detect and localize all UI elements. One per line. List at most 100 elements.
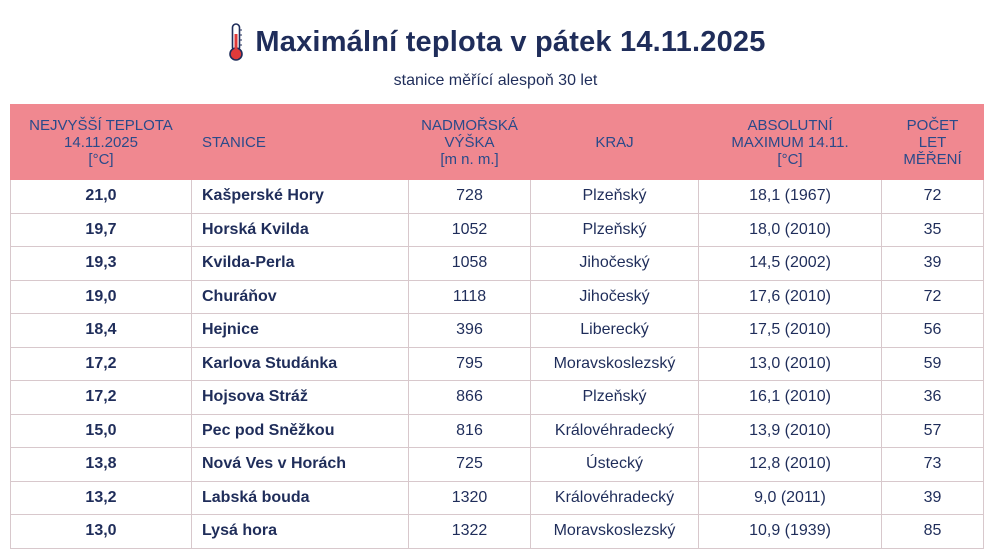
cell-years-measured: 57: [881, 413, 984, 448]
cell-absolute-max: 18,0 (2010): [698, 212, 882, 247]
cell-years-measured: 73: [881, 447, 984, 482]
table-header-row: NEJVYŠŠÍ TEPLOTA 14.11.2025 [°C] STANICE NAD…: [10, 104, 984, 180]
cell-max-temp: 13,2: [10, 480, 192, 515]
cell-absolute-max: 17,6 (2010): [698, 279, 882, 314]
table-row: 13,8 Nová Ves v Horách 725 Ústecký 12,8 (201…: [10, 447, 984, 482]
cell-station: Hojsova Stráž: [191, 380, 409, 415]
cell-altitude: 1052: [408, 212, 531, 247]
thermometer-icon: [225, 22, 247, 62]
cell-station: Lysá hora: [191, 514, 409, 549]
table-row: 19,7 Horská Kvilda 1052 Plzeňský 18,0 (2010)…: [10, 212, 984, 247]
cell-absolute-max: 14,5 (2002): [698, 246, 882, 281]
cell-region: Plzeňský: [530, 212, 699, 247]
cell-altitude: 1058: [408, 246, 531, 281]
column-header-line: 14.11.2025: [64, 133, 138, 151]
column-header-line: [°C]: [777, 150, 803, 168]
cell-absolute-max: 17,5 (2010): [698, 313, 882, 348]
cell-max-temp: 17,2: [10, 380, 192, 415]
table-row: 15,0 Pec pod Sněžkou 816 Královéhradecký 13,…: [10, 413, 984, 448]
cell-station: Labská bouda: [191, 480, 409, 515]
cell-station: Churáňov: [191, 279, 409, 314]
cell-max-temp: 19,7: [10, 212, 192, 247]
page-title: Maximální teplota v pátek 14.11.2025: [255, 25, 766, 58]
column-header-line: ABSOLUTNÍ: [747, 116, 833, 134]
column-header-station: STANICE: [191, 104, 409, 180]
cell-altitude: 728: [408, 179, 531, 214]
cell-absolute-max: 12,8 (2010): [698, 447, 882, 482]
cell-altitude: 795: [408, 346, 531, 381]
cell-years-measured: 72: [881, 279, 984, 314]
cell-region: Královéhradecký: [530, 480, 699, 515]
table-row: 13,2 Labská bouda 1320 Královéhradecký 9,0 (…: [10, 480, 984, 515]
cell-absolute-max: 13,0 (2010): [698, 346, 882, 381]
cell-region: Královéhradecký: [530, 413, 699, 448]
cell-max-temp: 19,3: [10, 246, 192, 281]
cell-max-temp: 17,2: [10, 346, 192, 381]
cell-altitude: 1322: [408, 514, 531, 549]
cell-station: Kašperské Hory: [191, 179, 409, 214]
column-header-line: MAXIMUM 14.11.: [731, 133, 849, 151]
column-header-line: NADMOŘSKÁ: [421, 116, 518, 134]
cell-absolute-max: 9,0 (2011): [698, 480, 882, 515]
page-header: Maximální teplota v pátek 14.11.2025 sta…: [0, 0, 991, 94]
cell-region: Jihočeský: [530, 279, 699, 314]
cell-max-temp: 19,0: [10, 279, 192, 314]
cell-region: Liberecký: [530, 313, 699, 348]
cell-max-temp: 13,8: [10, 447, 192, 482]
column-header-line: VÝŠKA: [444, 133, 495, 151]
cell-absolute-max: 16,1 (2010): [698, 380, 882, 415]
cell-years-measured: 36: [881, 380, 984, 415]
cell-years-measured: 85: [881, 514, 984, 549]
cell-region: Moravskoslezský: [530, 514, 699, 549]
table-row: 13,0 Lysá hora 1322 Moravskoslezský 10,9 (19…: [10, 514, 984, 549]
cell-max-temp: 15,0: [10, 413, 192, 448]
column-header-altitude: NADMOŘSKÁ VÝŠKA [m n. m.]: [408, 104, 531, 180]
cell-region: Plzeňský: [530, 380, 699, 415]
temperature-table-container: NEJVYŠŠÍ TEPLOTA 14.11.2025 [°C] STANICE NAD…: [10, 104, 984, 549]
table-row: 17,2 Karlova Studánka 795 Moravskoslezský 13…: [10, 346, 984, 381]
column-header-line: NEJVYŠŠÍ TEPLOTA: [29, 116, 173, 134]
cell-max-temp: 13,0: [10, 514, 192, 549]
cell-station: Horská Kvilda: [191, 212, 409, 247]
cell-station: Hejnice: [191, 313, 409, 348]
cell-region: Ústecký: [530, 447, 699, 482]
column-header-line: MĚŘENÍ: [903, 150, 962, 168]
page-subtitle: stanice měřící alespoň 30 let: [393, 72, 598, 89]
column-header-region: KRAJ: [530, 104, 699, 180]
cell-years-measured: 59: [881, 346, 984, 381]
column-header-line: POČET: [906, 116, 959, 134]
column-header-line: [m n. m.]: [440, 150, 499, 168]
cell-station: Nová Ves v Horách: [191, 447, 409, 482]
cell-absolute-max: 10,9 (1939): [698, 514, 882, 549]
cell-years-measured: 39: [881, 246, 984, 281]
cell-altitude: 396: [408, 313, 531, 348]
cell-years-measured: 56: [881, 313, 984, 348]
cell-region: Jihočeský: [530, 246, 699, 281]
column-header-years-measured: POČET LET MĚŘENÍ: [881, 104, 984, 180]
table-row: 19,3 Kvilda-Perla 1058 Jihočeský 14,5 (2002)…: [10, 246, 984, 281]
column-header-line: STANICE: [202, 133, 266, 151]
cell-altitude: 816: [408, 413, 531, 448]
cell-altitude: 725: [408, 447, 531, 482]
cell-absolute-max: 18,1 (1967): [698, 179, 882, 214]
title-row: Maximální teplota v pátek 14.11.2025: [0, 14, 991, 70]
column-header-line: KRAJ: [595, 133, 634, 151]
column-header-absolute-max: ABSOLUTNÍ MAXIMUM 14.11. [°C]: [698, 104, 882, 180]
cell-region: Moravskoslezský: [530, 346, 699, 381]
cell-years-measured: 72: [881, 179, 984, 214]
table-row: 17,2 Hojsova Stráž 866 Plzeňský 16,1 (2010) 3…: [10, 380, 984, 415]
cell-max-temp: 18,4: [10, 313, 192, 348]
cell-region: Plzeňský: [530, 179, 699, 214]
cell-years-measured: 39: [881, 480, 984, 515]
cell-years-measured: 35: [881, 212, 984, 247]
table-row: 21,0 Kašperské Hory 728 Plzeňský 18,1 (1967)…: [10, 179, 984, 214]
cell-altitude: 1118: [408, 279, 531, 314]
cell-station: Kvilda-Perla: [191, 246, 409, 281]
table-row: 18,4 Hejnice 396 Liberecký 17,5 (2010) 56: [10, 313, 984, 348]
column-header-max-temp: NEJVYŠŠÍ TEPLOTA 14.11.2025 [°C]: [10, 104, 192, 180]
column-header-line: LET: [918, 133, 947, 151]
cell-station: Karlova Studánka: [191, 346, 409, 381]
table-body: 21,0 Kašperské Hory 728 Plzeňský 18,1 (1967)…: [10, 179, 984, 549]
cell-max-temp: 21,0: [10, 179, 192, 214]
cell-absolute-max: 13,9 (2010): [698, 413, 882, 448]
